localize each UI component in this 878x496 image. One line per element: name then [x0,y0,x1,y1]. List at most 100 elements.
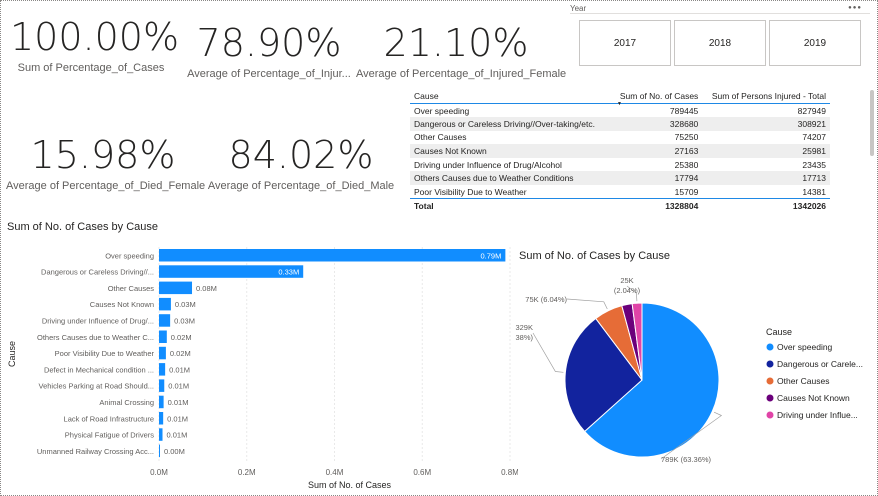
kpi-value: 84.02% [228,133,374,177]
bar[interactable] [159,395,164,409]
kpi-card-cases[interactable]: 100.00% Sum of Percentage_of_Cases [10,15,180,74]
kpi-card-injured-female[interactable]: 21.10% Average of Percentage_of_Injured_… [356,21,567,80]
cell-injured: 23435 [802,159,826,170]
bar[interactable] [159,428,163,441]
leader-line [532,332,564,373]
slicer-title: Year [570,4,587,13]
legend-item[interactable]: Causes Not Known [777,393,850,403]
legend-marker[interactable] [766,377,774,385]
cell-cases: 75250 [674,132,699,143]
bar-data-label: 0.03M [174,316,195,325]
x-tick-label: 0.2M [238,468,256,477]
y-category-label: Animal Crossing [99,398,154,407]
pie-data-label: 789K (63.36%) [661,455,712,464]
sort-descending-icon[interactable]: ▼ [617,101,622,107]
table-row[interactable]: Others Causes due to Weather Conditions 1… [410,171,830,186]
cell-cause: Poor Visibility Due to Weather [414,186,527,197]
total-cases: 1328804 [612,198,703,213]
bar[interactable] [159,379,165,392]
legend-marker[interactable] [766,394,774,402]
legend-item[interactable]: Over speeding [777,342,833,352]
legend-item[interactable]: Dangerous or Carele... [777,359,863,369]
slicer-header-divider [570,13,870,14]
cell-cases: 15709 [674,186,699,197]
bar[interactable] [159,346,166,360]
legend-item[interactable]: Other Causes [777,376,829,386]
bar[interactable] [159,444,160,458]
x-tick-label: 0.6M [413,468,431,477]
y-category-label: Vehicles Parking at Road Should... [39,382,155,391]
table-row[interactable]: Dangerous or Careless Driving//Over-taki… [410,117,830,131]
kpi-card-died-female[interactable]: 15.98% Average of Percentage_of_Died_Fem… [6,136,205,192]
column-header-injured[interactable]: Sum of Persons Injured - Total [702,88,830,104]
bar-data-label: 0.01M [169,365,190,374]
pie-slice[interactable] [631,302,643,381]
table-row[interactable]: Causes Not Known 27163 25981 [410,144,830,158]
bar-data-label: 0.01M [168,398,189,407]
bar[interactable] [159,330,167,344]
y-category-label: Poor Visibility Due to Weather [55,349,155,358]
legend-marker[interactable] [766,360,774,368]
cell-cases: 27163 [612,144,703,158]
year-option-2019[interactable]: 2019 [769,20,861,66]
bar[interactable] [159,297,171,311]
bar[interactable] [159,281,193,295]
kpi-card-died-male[interactable]: 84.02% Average of Percentage_of_Died_Mal… [206,136,396,192]
table-row[interactable]: Over speeding 789445 827949 [410,104,830,118]
legend-marker[interactable] [766,343,774,351]
kpi-label: Average of Percentage_of_Died_Male [207,180,395,192]
cause-table: Cause Sum of No. of Cases Sum of Persons… [410,88,836,218]
table-total-row: Total 1328804 1342026 [410,198,830,213]
y-axis-title: Cause [7,341,17,367]
pie-data-label: (2.04%) [614,286,641,295]
y-category-label: Lack of Road Infrastructure [64,414,154,423]
year-option-2018[interactable]: 2018 [674,20,766,66]
pie-slice[interactable] [564,317,643,433]
year-slicer: Year ●●● 2017 2018 2019 [570,4,870,66]
bar-data-label: 0.02M [171,333,192,342]
pie-slice[interactable] [583,302,720,458]
pie-data-label: 329K [515,323,533,332]
column-header-cause[interactable]: Cause [410,88,612,104]
bar[interactable] [159,249,506,262]
column-header-cases[interactable]: Sum of No. of Cases [612,88,703,104]
year-option-2017[interactable]: 2017 [579,20,671,66]
cell-cause: Other Causes [414,132,467,143]
kpi-value: 21.10% [383,21,529,65]
pie-data-label: 75K (6.04%) [525,295,567,304]
y-category-label: Over speeding [105,251,154,260]
bar-data-label: 0.01M [167,414,188,423]
bar-data-label: 0.08M [196,284,217,293]
table-header-row: Cause Sum of No. of Cases Sum of Persons… [410,88,830,104]
kpi-label: Average of Percentage_of_Injur... [187,68,351,80]
bar[interactable] [159,412,164,425]
more-options-icon[interactable]: ●●● [848,5,862,11]
table-row[interactable]: Driving under Influence of Drug/Alcohol 2… [410,158,830,172]
cell-cases: 328680 [612,117,703,131]
kpi-label: Average of Percentage_of_Injured_Female [356,68,567,80]
y-category-label: Others Causes due to Weather C... [37,333,154,342]
cell-cause: Causes Not Known [410,144,612,158]
bar[interactable] [159,363,166,376]
cell-cause: Over speeding [414,105,470,116]
leader-line [660,411,723,460]
table-scrollbar[interactable] [870,90,874,156]
cell-injured: 308921 [702,117,830,131]
bar-data-label: 0.01M [168,382,189,391]
cell-cause: Others Causes due to Weather Conditions [410,171,612,186]
table-row[interactable]: Poor Visibility Due to Weather 15709 14381 [410,185,830,199]
leader-line [626,285,638,302]
bar[interactable] [159,314,171,327]
pie-chart-visual: Sum of No. of Cases by Cause 789K (63.36… [515,244,875,494]
cell-injured: 25981 [702,144,830,158]
x-tick-label: 0.8M [501,468,518,477]
kpi-value: 100.00% [10,15,180,59]
legend-marker[interactable] [766,411,774,419]
kpi-card-injured-male[interactable]: 78.90% Average of Percentage_of_Injur... [186,24,352,80]
kpi-label: Sum of Percentage_of_Cases [17,62,165,74]
pie-chart-title: Sum of No. of Cases by Cause [519,250,671,262]
legend-item[interactable]: Driving under Influe... [777,410,858,420]
bar-data-label: 0.79M [481,251,502,260]
table-row[interactable]: Other Causes 75250 74207 [410,131,830,145]
bar[interactable] [159,265,304,278]
